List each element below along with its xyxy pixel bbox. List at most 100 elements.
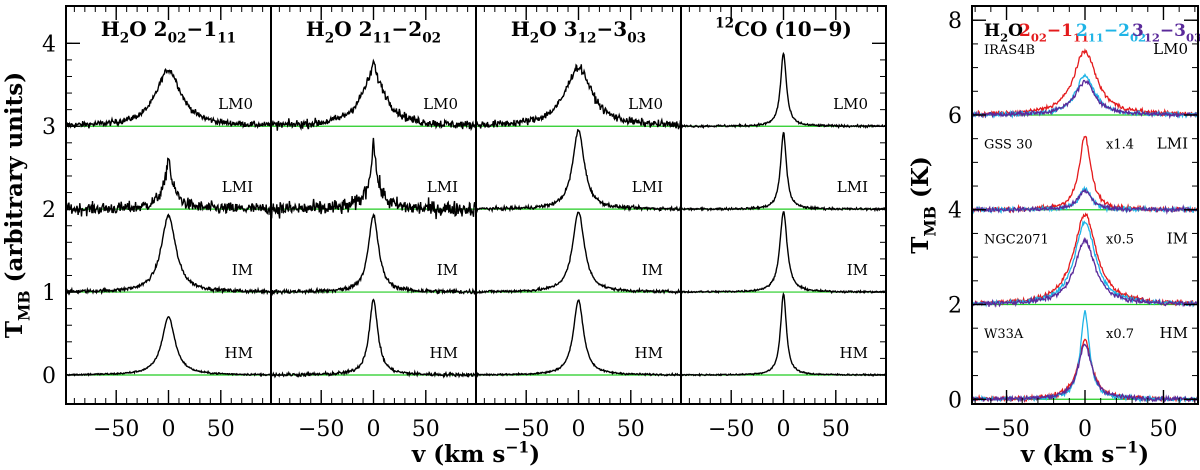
x-tick-label: −50 [503, 417, 549, 442]
spectrum-line-hm [270, 298, 477, 379]
source-lmi: GSS 30 x1.4 LMI [971, 135, 1198, 215]
x-tick-label: 0 [777, 417, 791, 442]
panel-title: H2O 211−202 [306, 17, 441, 46]
spectrum-line-im [65, 213, 272, 296]
spectrum-line-3 [971, 79, 1198, 120]
source-hm: W33A x0.7 HM [971, 310, 1198, 404]
x-axis-label: v (km s−1) [1020, 437, 1149, 468]
right-spectra-chart: IRAS4B LM0 GSS 30 x1.4 LMI NGC2071 x0.5 IM W33A x… [907, 5, 1200, 468]
y-tick-label: 1 [42, 281, 56, 306]
row-label: HM [430, 344, 458, 362]
row-label: IM [642, 261, 663, 279]
y-tick-label: 8 [948, 9, 962, 34]
panel-3: LM0 LMI IM HM H2O 312−303 −50 0 50 [475, 5, 682, 442]
row-label: LM0 [423, 95, 458, 113]
spectrum-line-lm0 [475, 63, 682, 130]
spectrum-line-hm [681, 292, 887, 378]
y-tick-label: 3 [42, 115, 56, 140]
y-tick-label: 6 [948, 104, 962, 129]
source-name: IRAS4B [984, 43, 1035, 58]
spectrum-line-1 [971, 48, 1198, 119]
x-tick-label: 0 [367, 417, 381, 442]
spectrum-line-lmi [65, 157, 272, 217]
row-label: LMI [222, 178, 253, 196]
row-label: LM0 [218, 95, 253, 113]
class-label: LM0 [1153, 40, 1188, 58]
row-label: HM [225, 344, 253, 362]
x-tick-label: −50 [298, 417, 344, 442]
x-tick-label: 50 [412, 417, 440, 442]
row-label: LM0 [833, 95, 868, 113]
legend-entry-3: 312−303 [1132, 21, 1200, 44]
scale-factor: x0.5 [1106, 232, 1134, 247]
spectrum-line-3 [971, 188, 1198, 215]
x-axis-label: v (km s−1) [411, 437, 540, 468]
x-tick-label: 50 [1149, 417, 1177, 442]
spectrum-line-3 [971, 343, 1198, 403]
spectrum-line-hm [65, 316, 272, 378]
spectrum-line-lmi [270, 137, 477, 220]
legend-entry-1: 202−111 [1019, 21, 1089, 44]
class-label: HM [1160, 324, 1188, 342]
spectrum-line-hm [475, 299, 682, 378]
spectrum-line-im [680, 211, 887, 295]
source-im: NGC2071 x0.5 IM [971, 212, 1198, 308]
scale-factor: x1.4 [1106, 138, 1134, 153]
spectrum-line-lm0 [680, 51, 887, 130]
row-label: LM0 [628, 95, 663, 113]
y-tick-label: 4 [948, 199, 962, 224]
panel-4: LM0 LMI IM HM 12CO (10−9) −50 0 50 [680, 5, 887, 442]
x-tick-label: 50 [207, 417, 235, 442]
row-label: IM [232, 261, 253, 279]
panel-frame [680, 5, 887, 405]
row-label: LMI [632, 178, 663, 196]
x-tick-label: 0 [1078, 417, 1092, 442]
panel-1: LM0 LMI IM HM H2O 202−111 −50 0 50 [65, 5, 272, 442]
row-label: HM [635, 344, 663, 362]
row-label: IM [437, 261, 458, 279]
panel-2: LM0 LMI IM HM H2O 211−202 −50 0 50 [270, 5, 477, 442]
spectrum-line-3 [971, 236, 1198, 308]
row-label: LMI [427, 178, 458, 196]
y-tick-label: 4 [42, 32, 56, 57]
source-name: W33A [984, 327, 1024, 342]
legend-prefix: H2O [984, 21, 1023, 44]
scale-factor: x0.7 [1106, 327, 1134, 342]
class-label: LMI [1157, 135, 1188, 153]
y-tick-label: 2 [948, 294, 962, 319]
class-label: IM [1167, 229, 1188, 247]
panel-title: 12CO (10−9) [715, 16, 852, 41]
x-tick-label: −50 [983, 417, 1029, 442]
spectrum-line-lm0 [270, 58, 477, 132]
y-axis-label: TMB (arbitrary units) [1, 72, 33, 338]
x-tick-label: −50 [708, 417, 754, 442]
spectrum-line-lm0 [65, 67, 272, 129]
panel-frame [971, 5, 1199, 405]
y-axis-label: TMB (K) [907, 156, 939, 253]
y-axis-label-text: TMB (arbitrary units) [1, 72, 33, 338]
panel-title: H2O 202−111 [101, 17, 236, 46]
row-label: IM [847, 261, 868, 279]
legend-entry-2: 211−202 [1076, 21, 1146, 44]
x-tick-label: 50 [617, 417, 645, 442]
spectrum-line-lmi [475, 128, 682, 214]
x-tick-label: −50 [93, 417, 139, 442]
spectrum-line-im [475, 211, 682, 295]
row-label: HM [840, 344, 868, 362]
y-tick-label: 0 [42, 364, 56, 389]
x-tick-label: 0 [572, 417, 586, 442]
source-name: GSS 30 [984, 138, 1033, 153]
panel-title: H2O 312−303 [511, 17, 646, 46]
spectrum-line-im [270, 212, 477, 297]
source-name: NGC2071 [984, 232, 1049, 247]
source-lm0: IRAS4B LM0 [971, 40, 1198, 120]
y-axis-label-text: TMB (K) [907, 156, 939, 253]
x-tick-label: 50 [822, 417, 850, 442]
row-label: LMI [837, 178, 868, 196]
x-tick-label: 0 [162, 417, 176, 442]
spectrum-line-1 [971, 212, 1198, 308]
left-spectra-chart: LM0 LMI IM HM H2O 202−111 −50 0 50 LM0 LMI IM HM H2O… [1, 5, 887, 468]
spectrum-line-lmi [680, 131, 887, 213]
